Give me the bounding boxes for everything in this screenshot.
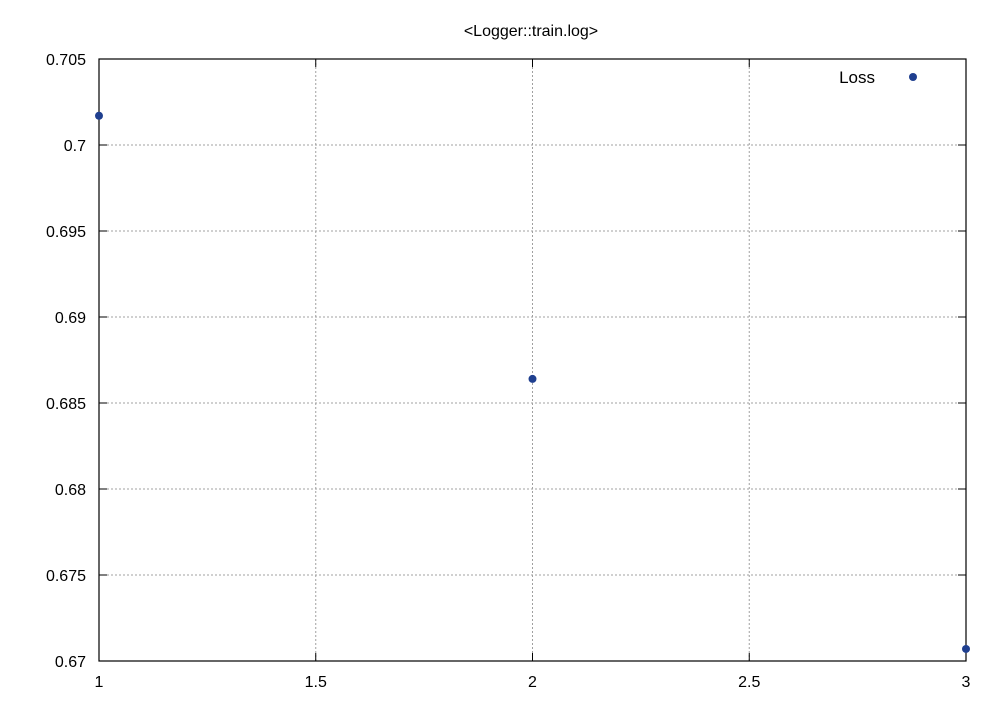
x-tick-label: 1 [95,674,104,691]
chart-title: <Logger::train.log> [464,23,598,40]
y-tick-label: 0.67 [55,654,86,671]
data-point [962,644,970,653]
y-tick-label: 0.68 [55,482,86,499]
x-tick-label: 2 [528,674,537,691]
axis-ticks: 1 1.5 2 2.5 30.670.6750.680.6850.690.6950.70… [46,52,971,691]
data-point [528,374,537,383]
legend-marker [909,73,917,81]
data-points [95,111,970,653]
legend: Loss [839,68,917,87]
x-tick-label: 1.5 [305,674,327,691]
y-tick-label: 0.685 [46,396,86,413]
y-tick-label: 0.695 [46,224,86,241]
y-tick-label: 0.675 [46,568,86,585]
grid [99,59,966,661]
legend-label: Loss [839,68,875,87]
data-point [95,111,103,120]
y-tick-label: 0.705 [46,52,86,69]
y-tick-label: 0.69 [55,310,86,327]
x-tick-label: 2.5 [738,674,760,691]
x-tick-label: 3 [962,674,971,691]
y-tick-label: 0.7 [64,138,86,155]
